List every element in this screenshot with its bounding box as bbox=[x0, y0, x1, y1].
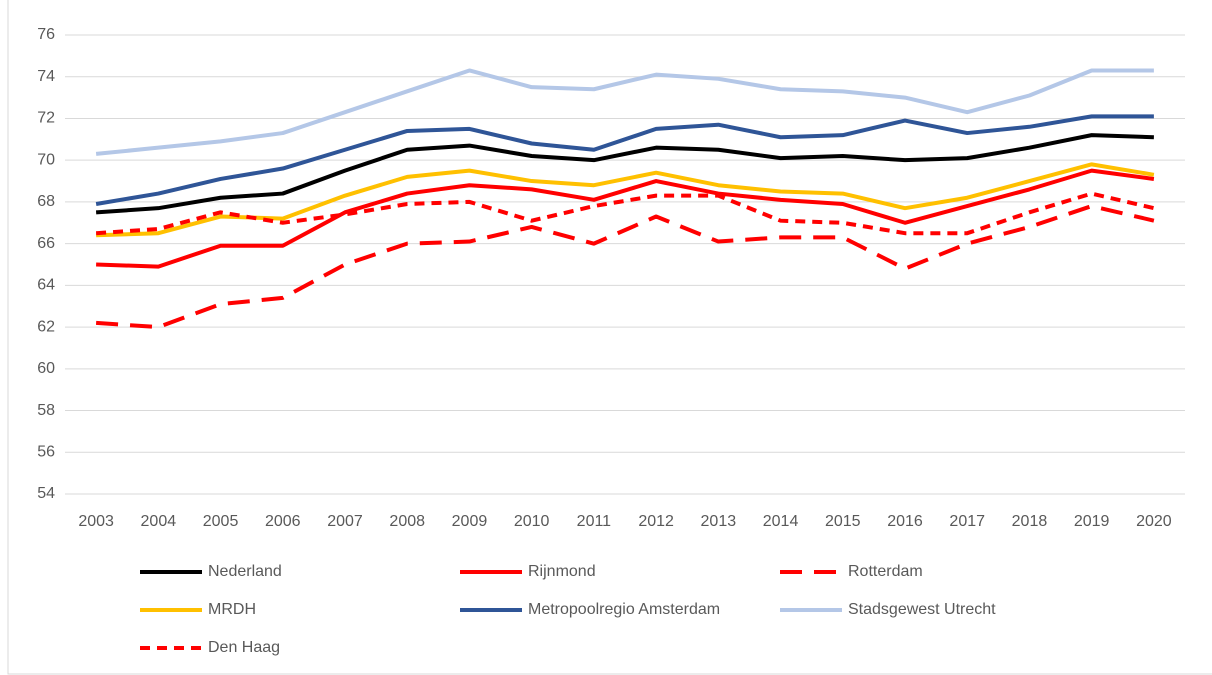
legend-label: Nederland bbox=[208, 563, 282, 580]
chart-frame bbox=[7, 0, 1212, 675]
x-tick-label: 2011 bbox=[577, 513, 612, 530]
y-tick-label: 76 bbox=[37, 26, 55, 43]
legend-label: Metropoolregio Amsterdam bbox=[528, 601, 720, 618]
series-line bbox=[96, 162, 1155, 238]
y-tick-label: 62 bbox=[37, 318, 55, 335]
y-tick-label: 66 bbox=[37, 235, 55, 252]
x-tick-label: 2009 bbox=[452, 513, 488, 530]
x-tick-label: 2005 bbox=[203, 513, 239, 530]
y-tick-label: 60 bbox=[37, 360, 55, 377]
x-tick-label: 2019 bbox=[1074, 513, 1110, 530]
x-tick-label: 2020 bbox=[1136, 513, 1172, 530]
legend-label: MRDH bbox=[208, 601, 256, 618]
x-tick-label: 2004 bbox=[141, 513, 177, 530]
x-tick-label: 2012 bbox=[638, 513, 674, 530]
x-tick-label: 2015 bbox=[825, 513, 861, 530]
y-tick-label: 68 bbox=[37, 193, 55, 210]
x-tick-label: 2010 bbox=[514, 513, 550, 530]
y-tick-label: 56 bbox=[37, 443, 55, 460]
legend-label: Rijnmond bbox=[528, 563, 596, 580]
y-tick-label: 58 bbox=[37, 402, 55, 419]
series-line bbox=[95, 133, 1154, 215]
x-tick-label: 2014 bbox=[763, 513, 799, 530]
series-line bbox=[96, 168, 1155, 269]
series-line bbox=[95, 204, 1155, 330]
y-tick-label: 74 bbox=[37, 68, 55, 85]
x-tick-label: 2018 bbox=[1012, 513, 1048, 530]
x-tick-label: 2016 bbox=[887, 513, 923, 530]
legend-label: Rotterdam bbox=[848, 563, 923, 580]
series-line bbox=[95, 114, 1154, 206]
y-tick-label: 72 bbox=[37, 110, 55, 127]
y-tick-label: 64 bbox=[37, 277, 55, 294]
series-line bbox=[95, 68, 1154, 156]
legend-label: Den Haag bbox=[208, 639, 280, 656]
y-tick-label: 54 bbox=[37, 485, 55, 502]
x-tick-label: 2008 bbox=[389, 513, 425, 530]
y-tick-label: 70 bbox=[37, 151, 55, 168]
series-line bbox=[95, 191, 1155, 236]
legend-label: Stadsgewest Utrecht bbox=[848, 601, 996, 618]
x-tick-label: 2017 bbox=[949, 513, 985, 530]
x-tick-label: 2013 bbox=[701, 513, 737, 530]
x-tick-label: 2007 bbox=[327, 513, 363, 530]
x-tick-label: 2006 bbox=[265, 513, 301, 530]
x-tick-label: 2003 bbox=[78, 513, 114, 530]
